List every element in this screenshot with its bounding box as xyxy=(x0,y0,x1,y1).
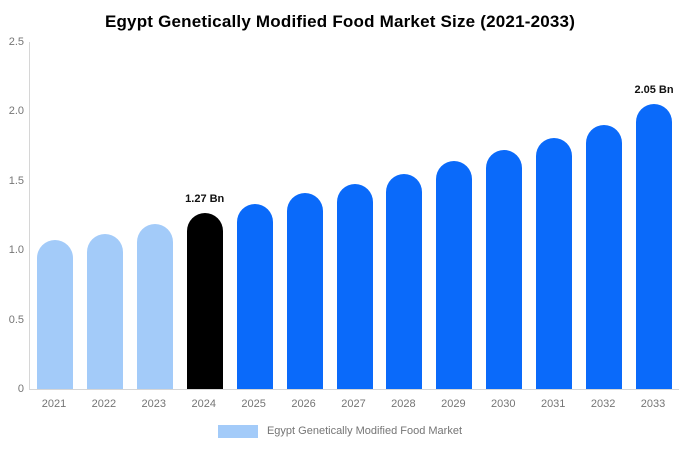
x-tick-label: 2025 xyxy=(241,398,266,410)
y-tick-label: 2.5 xyxy=(8,36,24,48)
x-tick-label: 2021 xyxy=(41,398,67,410)
bar-value-label: 1.27 Bn xyxy=(185,192,225,205)
chart-title: Egypt Genetically Modified Food Market S… xyxy=(104,12,576,31)
bar-2023 xyxy=(136,223,173,389)
y-axis: 2.5 2.0 1.5 1.0 0.5 0 xyxy=(0,36,24,395)
bar-2032 xyxy=(586,125,623,389)
bar-2033 xyxy=(636,104,673,389)
bar-2025 xyxy=(236,204,273,389)
x-tick-label: 2029 xyxy=(441,398,466,410)
x-tick-label: 2033 xyxy=(640,398,666,410)
bar-2028 xyxy=(386,173,423,389)
bar-2026 xyxy=(286,193,323,389)
bar-value-label: 2.05 Bn xyxy=(634,84,674,97)
y-tick-label: 1.0 xyxy=(8,244,24,257)
x-tick-label: 2024 xyxy=(191,398,216,410)
x-tick-label: 2026 xyxy=(291,398,316,410)
plot-area: 1.27 Bn 2.05 Bn xyxy=(29,42,679,390)
bar-2022 xyxy=(86,233,123,389)
legend: Egypt Genetically Modified Food Market xyxy=(0,424,680,438)
x-axis: 2021 2022 2023 2024 2025 2026 2027 2028 2029 2030… xyxy=(29,397,678,411)
x-tick-label: 2028 xyxy=(391,398,416,410)
x-tick-label: 2023 xyxy=(141,398,167,410)
x-tick-label: 2032 xyxy=(590,398,616,410)
bar-2027 xyxy=(336,183,373,389)
bar-2030 xyxy=(486,150,523,389)
bar-2024 xyxy=(186,212,223,389)
bar-2021 xyxy=(36,240,73,389)
y-tick-label: 0 xyxy=(17,383,24,395)
y-tick-label: 2.0 xyxy=(8,105,24,118)
bar-2029 xyxy=(436,161,473,389)
legend-label: Egypt Genetically Modified Food Market xyxy=(266,425,463,437)
y-tick-label: 0.5 xyxy=(8,313,24,326)
y-tick-label: 1.5 xyxy=(8,174,24,187)
bar-2031 xyxy=(536,137,573,389)
x-tick-label: 2031 xyxy=(540,398,566,410)
legend-swatch xyxy=(217,424,258,438)
x-tick-label: 2022 xyxy=(91,398,117,410)
x-tick-label: 2030 xyxy=(491,398,516,410)
x-tick-label: 2027 xyxy=(341,398,366,410)
